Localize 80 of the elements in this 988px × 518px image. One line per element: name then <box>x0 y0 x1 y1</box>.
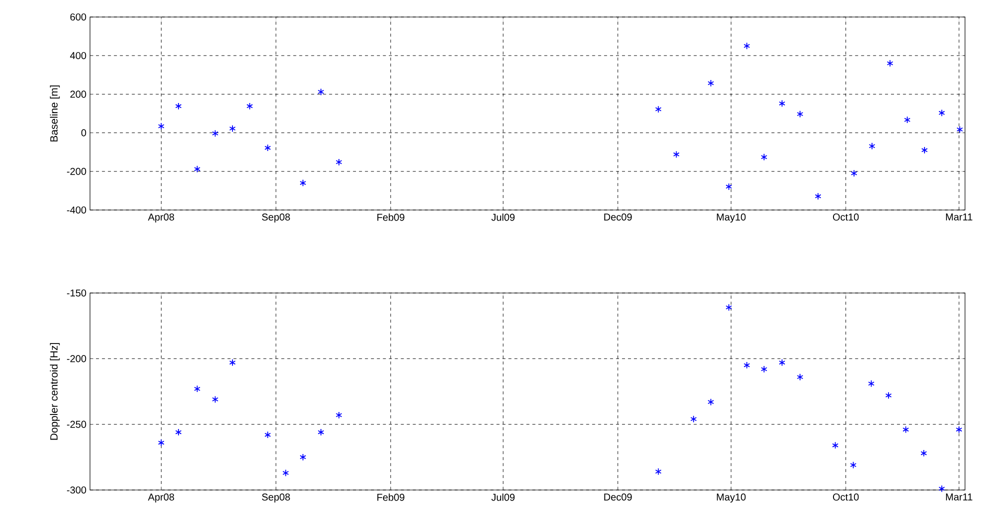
point <box>655 106 662 113</box>
y-tick-label: 600 <box>70 13 86 21</box>
x-tick-label: Apr08 <box>148 214 174 223</box>
y-axis-title: Doppler centroid [Hz] <box>50 343 60 440</box>
y-axis-title: Baseline [m] <box>50 85 60 142</box>
y-tick-label: 200 <box>70 90 86 98</box>
point <box>229 124 236 132</box>
y-tick-label: -300 <box>66 486 86 494</box>
point <box>744 42 750 50</box>
x-tick-label: Mar11 <box>946 214 972 220</box>
x-tick-label: Oct10 <box>832 214 859 221</box>
point <box>760 366 768 373</box>
point <box>956 426 962 434</box>
point <box>336 158 342 166</box>
point <box>264 144 271 152</box>
point <box>726 304 732 312</box>
point <box>708 398 714 406</box>
point <box>194 385 200 393</box>
y-tick-label: -200 <box>66 355 86 362</box>
y-tick-label: -400 <box>66 206 86 214</box>
point <box>921 146 928 154</box>
point <box>300 454 306 461</box>
y-tick-label: -250 <box>66 420 86 428</box>
point <box>850 461 856 469</box>
point <box>778 358 786 366</box>
point <box>902 426 909 434</box>
point <box>708 80 714 87</box>
x-tick-label: Apr08 <box>148 494 174 503</box>
point <box>673 150 680 158</box>
point <box>726 183 732 190</box>
point <box>212 396 218 404</box>
x-tick-label: Sep08 <box>262 494 290 503</box>
point <box>938 485 945 492</box>
x-tick-label: Sep08 <box>262 214 290 223</box>
x-tick-label: May10 <box>716 214 746 223</box>
x-tick-label: Feb09 <box>377 494 404 501</box>
point <box>246 102 253 110</box>
point <box>264 431 271 438</box>
point <box>212 130 218 138</box>
point <box>832 442 839 449</box>
y-tick-label: 0 <box>81 129 86 136</box>
point <box>194 165 200 173</box>
point <box>655 468 662 476</box>
point <box>885 392 892 400</box>
point <box>175 428 182 436</box>
y-tick-label: -150 <box>66 289 86 297</box>
x-tick-label: Jul09 <box>491 494 515 501</box>
point <box>850 170 858 177</box>
point <box>690 415 697 423</box>
point <box>778 100 786 108</box>
point <box>760 153 768 161</box>
point <box>744 362 750 369</box>
x-tick-label: Oct10 <box>832 494 859 501</box>
point <box>868 380 874 388</box>
point <box>956 126 963 134</box>
point <box>814 192 822 200</box>
x-tick-label: Mar11 <box>946 494 972 500</box>
y-tick-label: 400 <box>70 52 86 60</box>
x-tick-label: May10 <box>716 494 746 503</box>
x-tick-label: Feb09 <box>377 214 404 221</box>
point <box>318 88 324 96</box>
point <box>158 439 164 446</box>
point <box>938 109 945 117</box>
point <box>229 358 236 366</box>
point <box>920 450 927 457</box>
point <box>318 428 324 436</box>
x-tick-label: Dec09 <box>604 494 632 501</box>
point <box>904 116 910 124</box>
point <box>796 110 804 118</box>
point <box>886 60 894 67</box>
x-tick-label: Jul09 <box>491 214 515 221</box>
point <box>300 179 306 187</box>
x-tick-label: Dec09 <box>604 214 632 221</box>
y-tick-label: -200 <box>66 168 86 175</box>
point <box>175 102 182 110</box>
point <box>336 412 342 419</box>
point <box>158 122 164 130</box>
point <box>868 142 876 150</box>
point <box>282 469 289 477</box>
point <box>796 373 804 381</box>
